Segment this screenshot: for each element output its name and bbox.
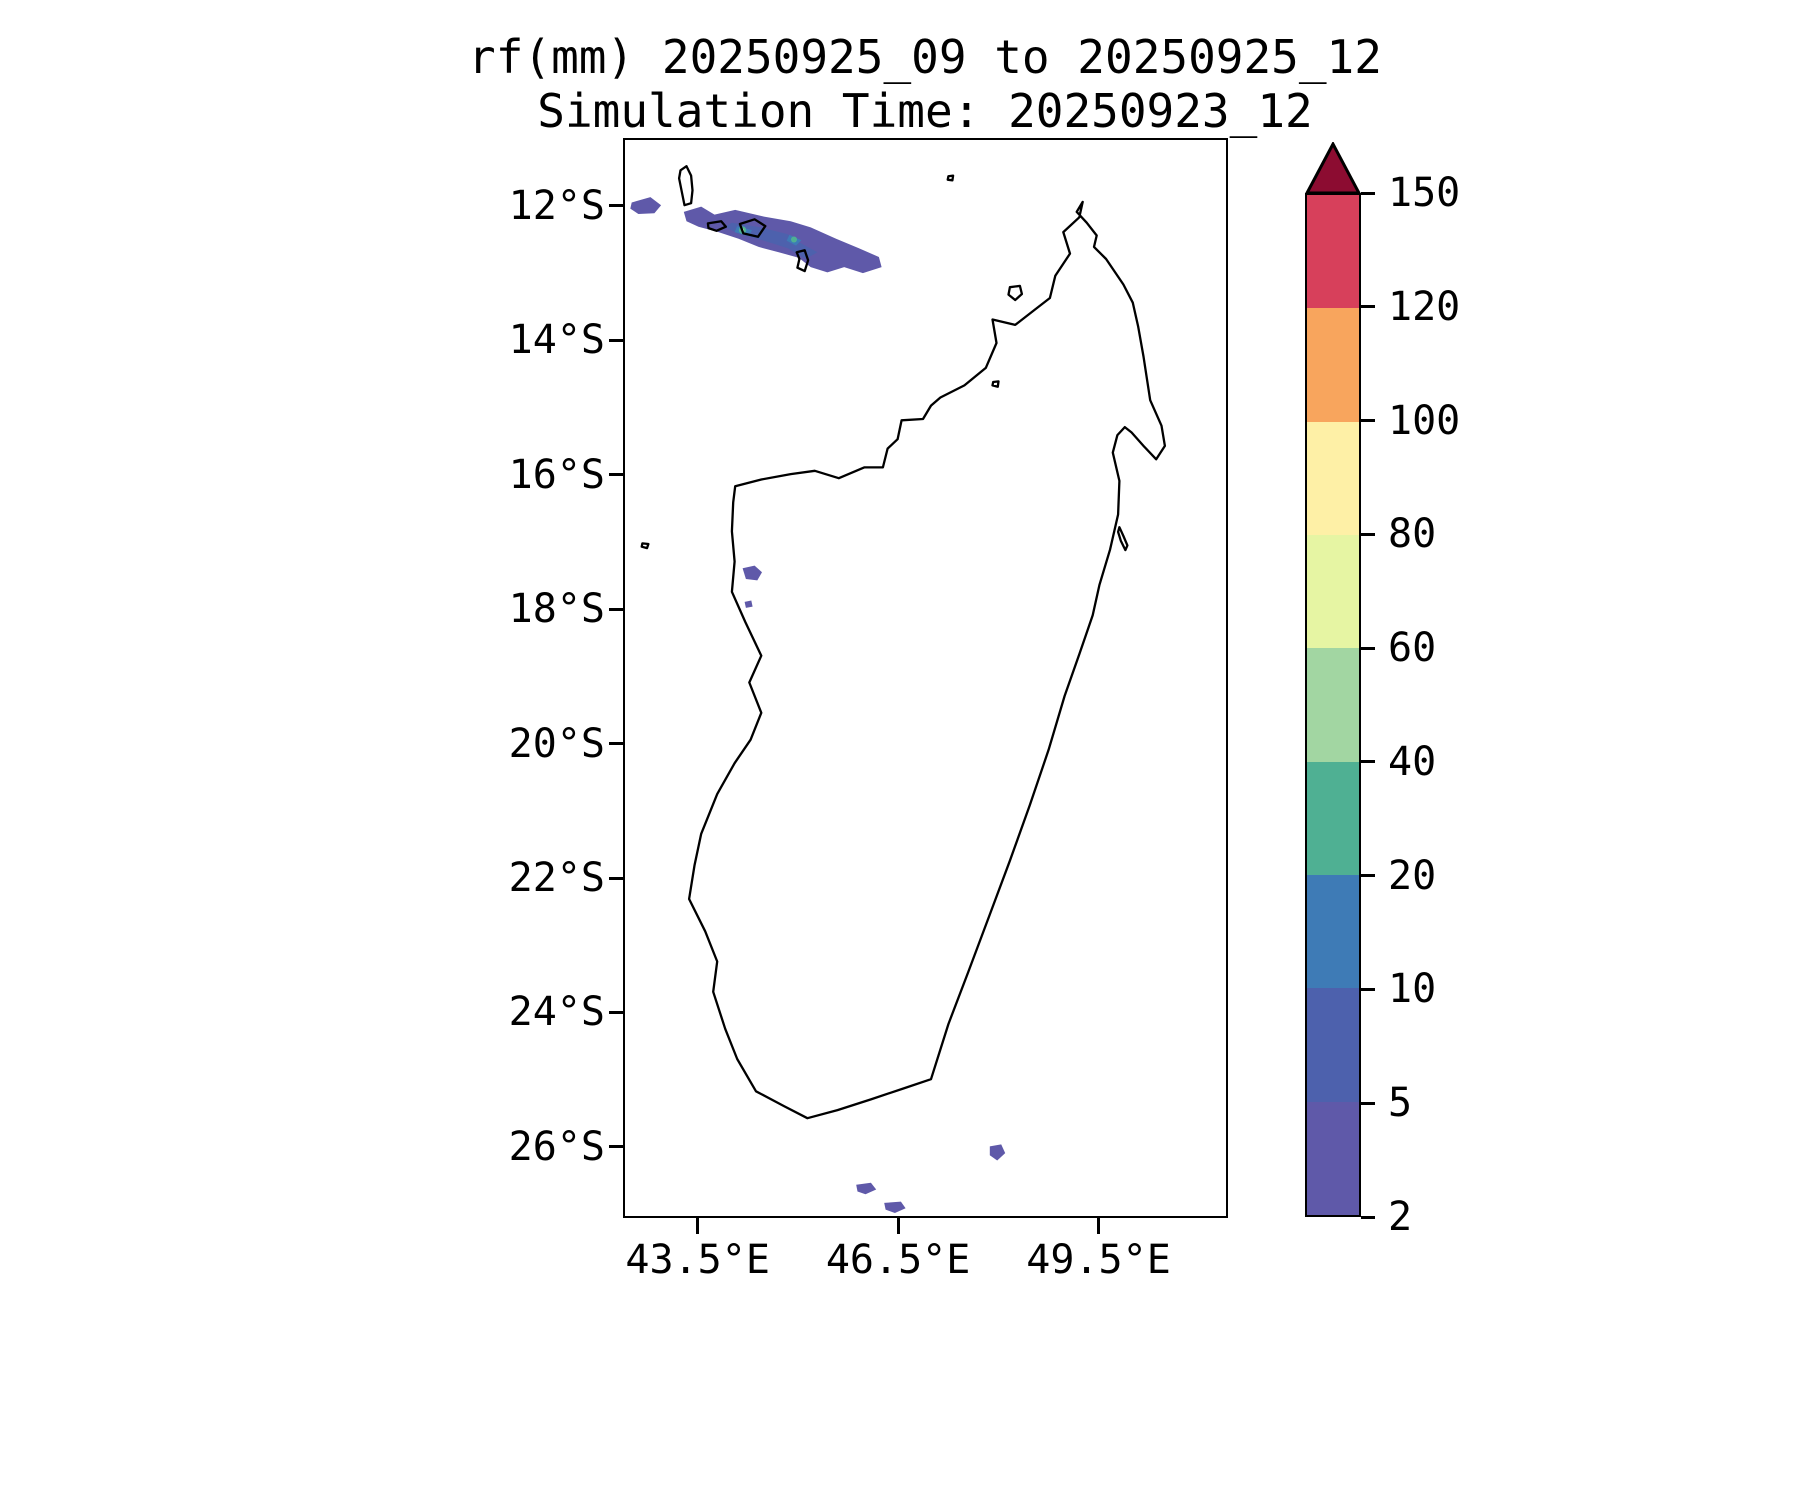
x-tick-label: 46.5°E — [825, 1237, 971, 1283]
colorbar-tick — [1361, 532, 1375, 536]
colorbar-bar — [1305, 193, 1361, 1217]
map-plot-frame — [623, 138, 1228, 1218]
rain-patch-southern-ocean-rain-1 — [989, 1144, 1006, 1161]
colorbar-tick-label: 120 — [1388, 283, 1461, 330]
y-tick-label: 24°S — [508, 989, 605, 1036]
y-tick — [609, 1145, 625, 1149]
rain-patch-comoros-rain-band-west — [630, 197, 662, 214]
colorbar-tick-label: 150 — [1388, 170, 1461, 216]
colorbar-tick — [1361, 646, 1375, 650]
y-tick — [609, 338, 625, 342]
y-tick — [609, 204, 625, 208]
colorbar-segment-100-120 — [1307, 308, 1359, 422]
mayotte-coastline — [795, 249, 810, 273]
colorbar-segment-60-80 — [1307, 535, 1359, 649]
grande-comore-coastline — [677, 165, 694, 207]
plot-title: rf(mm) 20250925_09 to 20250925_12 — [468, 30, 1382, 84]
colorbar-tick — [1361, 305, 1375, 309]
colorbar-tick — [1361, 191, 1375, 195]
x-tick — [896, 1218, 900, 1234]
colorbar-segment-2-5 — [1307, 1101, 1359, 1215]
y-tick — [609, 1010, 625, 1014]
colorbar-segment-5-10 — [1307, 988, 1359, 1102]
juan-de-nova-coastline — [640, 542, 650, 550]
moheli-coastline — [706, 220, 728, 232]
y-tick-label: 26°S — [508, 1123, 605, 1170]
colorbar-tick-label: 40 — [1388, 738, 1437, 785]
colorbar-tick — [1361, 874, 1375, 878]
rain-patch-southern-ocean-rain-3 — [884, 1201, 906, 1213]
y-tick-label: 12°S — [508, 182, 605, 229]
y-tick — [609, 742, 625, 746]
x-tick — [1097, 1218, 1101, 1234]
madagascar-coastline — [687, 200, 1167, 1120]
colorbar-extend-arrow — [1305, 142, 1361, 195]
sainte-marie-coastline — [1116, 526, 1129, 552]
colorbar-segment-120-150 — [1307, 195, 1359, 309]
colorbar-tick — [1361, 760, 1375, 764]
rain-patch-southern-ocean-rain-2 — [856, 1182, 877, 1195]
y-tick — [609, 876, 625, 880]
colorbar-tick-label: 60 — [1388, 625, 1437, 672]
colorbar-tick-label: 20 — [1388, 852, 1437, 899]
colorbar-segment-20-40 — [1307, 761, 1359, 876]
y-tick-label: 16°S — [508, 451, 605, 498]
rain-patch-comoros-rain-spot-teal-2 — [791, 236, 797, 243]
offshore-islet-coastline — [991, 380, 1000, 388]
y-tick-label: 20°S — [508, 720, 605, 767]
colorbar-tick-label: 10 — [1388, 966, 1437, 1013]
y-tick-label: 18°S — [508, 586, 605, 633]
colorbar-tick-label: 2 — [1388, 1194, 1413, 1240]
x-tick-label: 43.5°E — [625, 1237, 770, 1283]
y-tick — [609, 607, 625, 611]
colorbar-segment-40-60 — [1307, 648, 1359, 762]
y-tick-label: 14°S — [508, 317, 605, 364]
colorbar-segment-80-100 — [1307, 421, 1359, 536]
y-tick-label: 22°S — [508, 855, 605, 901]
rain-patch-west-coast-rain-2 — [744, 600, 753, 608]
x-tick-label: 49.5°E — [1026, 1237, 1171, 1283]
x-tick — [696, 1218, 700, 1234]
y-tick — [609, 473, 625, 477]
colorbar-tick-label: 100 — [1388, 397, 1461, 444]
colorbar-tick-label: 80 — [1388, 511, 1437, 558]
colorbar-segment-10-20 — [1307, 875, 1359, 989]
anjouan-coastline — [738, 218, 767, 238]
glorieuses-coastline — [946, 174, 955, 182]
colorbar-tick — [1361, 987, 1375, 991]
colorbar-tick — [1361, 419, 1375, 423]
rain-patch-west-coast-rain-1 — [742, 565, 762, 581]
nosy-be-coastline — [1007, 284, 1024, 302]
plot-subtitle: Simulation Time: 20250923_12 — [537, 84, 1313, 138]
map-svg — [630, 165, 1167, 1213]
colorbar-tick — [1361, 1215, 1375, 1219]
colorbar-tick — [1361, 1101, 1375, 1105]
colorbar-tick-label: 5 — [1388, 1080, 1413, 1127]
